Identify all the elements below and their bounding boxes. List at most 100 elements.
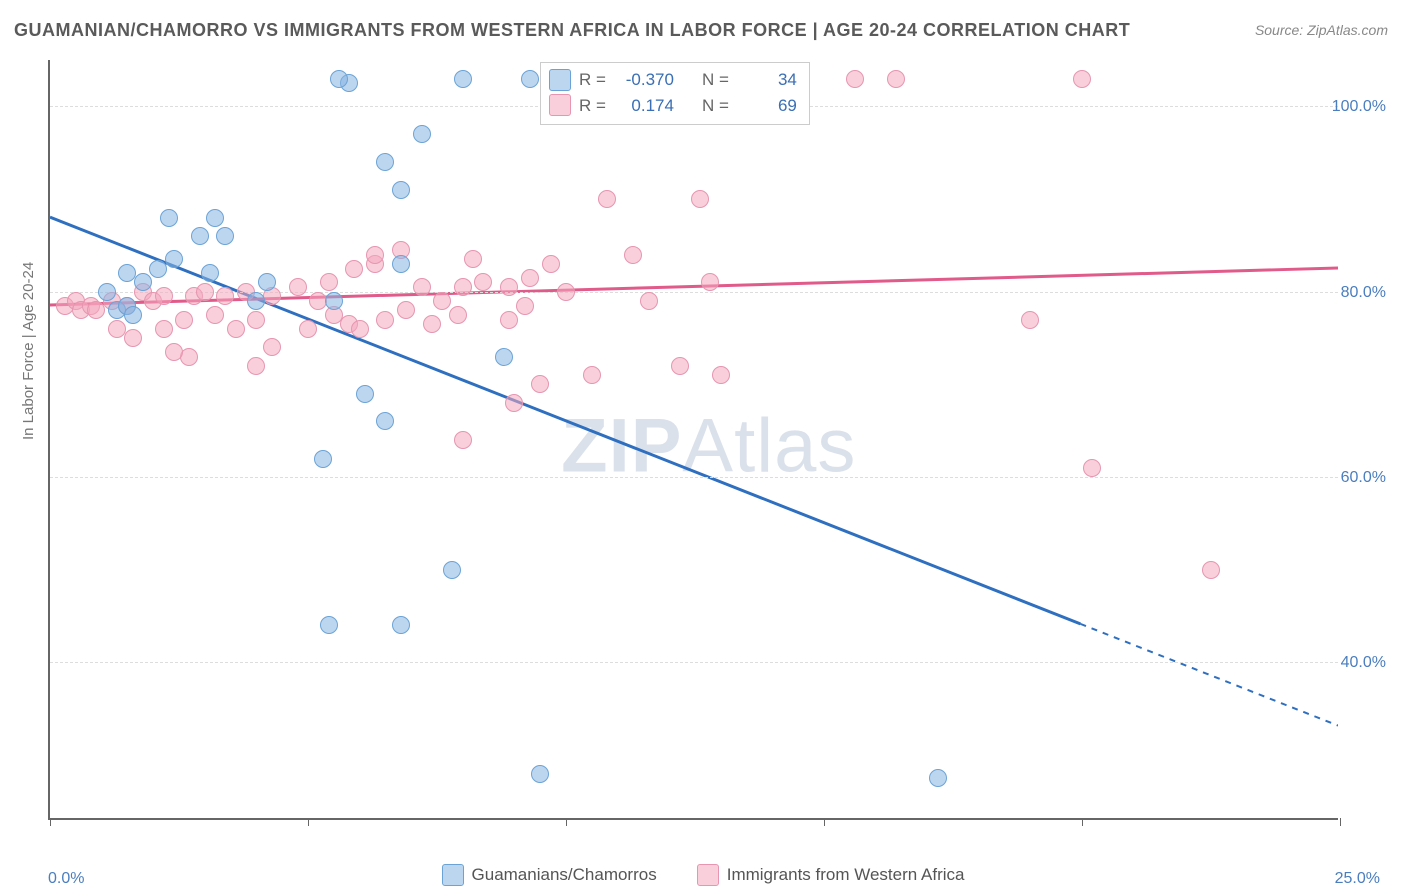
- swatch-pink-icon: [697, 864, 719, 886]
- scatter-point-series-b: [433, 292, 451, 310]
- scatter-point-series-b: [449, 306, 467, 324]
- scatter-point-series-b: [247, 311, 265, 329]
- scatter-point-series-b: [516, 297, 534, 315]
- scatter-point-series-b: [598, 190, 616, 208]
- scatter-plot-area: ZIPAtlas: [48, 60, 1338, 820]
- scatter-point-series-a: [531, 765, 549, 783]
- scatter-point-series-b: [671, 357, 689, 375]
- r-label: R =: [579, 93, 606, 119]
- scatter-point-series-b: [887, 70, 905, 88]
- y-axis-tick-label: 60.0%: [1341, 469, 1386, 487]
- scatter-point-series-a: [392, 616, 410, 634]
- scatter-point-series-b: [454, 278, 472, 296]
- scatter-point-series-b: [423, 315, 441, 333]
- scatter-point-series-a: [134, 273, 152, 291]
- scatter-point-series-b: [1073, 70, 1091, 88]
- scatter-point-series-a: [413, 125, 431, 143]
- r-label: R =: [579, 67, 606, 93]
- trend-lines-layer: [50, 60, 1338, 818]
- scatter-point-series-b: [320, 273, 338, 291]
- scatter-point-series-a: [356, 385, 374, 403]
- scatter-point-series-b: [1083, 459, 1101, 477]
- scatter-point-series-a: [376, 412, 394, 430]
- scatter-point-series-b: [124, 329, 142, 347]
- scatter-point-series-a: [521, 70, 539, 88]
- scatter-point-series-a: [454, 70, 472, 88]
- scatter-point-series-a: [320, 616, 338, 634]
- r-value-a: -0.370: [614, 67, 674, 93]
- legend-label-b: Immigrants from Western Africa: [727, 865, 965, 885]
- scatter-point-series-a: [325, 292, 343, 310]
- scatter-point-series-b: [299, 320, 317, 338]
- scatter-point-series-b: [701, 273, 719, 291]
- scatter-point-series-a: [330, 70, 348, 88]
- legend-label-a: Guamanians/Chamorros: [472, 865, 657, 885]
- scatter-point-series-b: [155, 320, 173, 338]
- scatter-point-series-b: [247, 357, 265, 375]
- scatter-point-series-b: [206, 306, 224, 324]
- scatter-point-series-b: [624, 246, 642, 264]
- n-label: N =: [702, 93, 729, 119]
- scatter-point-series-b: [521, 269, 539, 287]
- scatter-point-series-b: [196, 283, 214, 301]
- scatter-point-series-b: [464, 250, 482, 268]
- scatter-point-series-a: [216, 227, 234, 245]
- scatter-point-series-a: [392, 181, 410, 199]
- gridline-h: [50, 477, 1338, 478]
- scatter-point-series-b: [1202, 561, 1220, 579]
- scatter-point-series-a: [191, 227, 209, 245]
- scatter-point-series-a: [258, 273, 276, 291]
- scatter-point-series-b: [500, 311, 518, 329]
- scatter-point-series-a: [929, 769, 947, 787]
- scatter-point-series-b: [583, 366, 601, 384]
- scatter-point-series-a: [98, 283, 116, 301]
- y-axis-tick-label: 40.0%: [1341, 654, 1386, 672]
- stats-row-series-a: R = -0.370 N = 34: [549, 67, 797, 93]
- scatter-point-series-b: [846, 70, 864, 88]
- scatter-point-series-a: [160, 209, 178, 227]
- scatter-point-series-b: [712, 366, 730, 384]
- scatter-point-series-b: [640, 292, 658, 310]
- x-axis-tick: [824, 818, 825, 826]
- swatch-blue-icon: [442, 864, 464, 886]
- scatter-point-series-a: [443, 561, 461, 579]
- scatter-point-series-b: [351, 320, 369, 338]
- scatter-point-series-b: [175, 311, 193, 329]
- scatter-point-series-b: [474, 273, 492, 291]
- legend-item-a: Guamanians/Chamorros: [442, 864, 657, 886]
- scatter-point-series-b: [531, 375, 549, 393]
- scatter-point-series-a: [206, 209, 224, 227]
- scatter-point-series-b: [454, 431, 472, 449]
- scatter-point-series-a: [201, 264, 219, 282]
- scatter-point-series-b: [376, 311, 394, 329]
- scatter-point-series-b: [542, 255, 560, 273]
- x-axis-tick: [308, 818, 309, 826]
- scatter-point-series-b: [500, 278, 518, 296]
- scatter-point-series-b: [216, 287, 234, 305]
- scatter-point-series-a: [314, 450, 332, 468]
- scatter-point-series-a: [124, 306, 142, 324]
- scatter-point-series-a: [376, 153, 394, 171]
- source-attribution: Source: ZipAtlas.com: [1255, 22, 1388, 38]
- scatter-point-series-a: [392, 255, 410, 273]
- scatter-point-series-b: [227, 320, 245, 338]
- scatter-point-series-b: [289, 278, 307, 296]
- x-axis-tick: [50, 818, 51, 826]
- r-value-b: 0.174: [614, 93, 674, 119]
- scatter-point-series-b: [397, 301, 415, 319]
- swatch-pink-icon: [549, 94, 571, 116]
- x-axis-tick: [566, 818, 567, 826]
- legend: Guamanians/Chamorros Immigrants from Wes…: [0, 864, 1406, 886]
- x-axis-tick: [1082, 818, 1083, 826]
- scatter-point-series-b: [263, 338, 281, 356]
- scatter-point-series-b: [366, 246, 384, 264]
- stats-row-series-b: R = 0.174 N = 69: [549, 93, 797, 119]
- scatter-point-series-b: [557, 283, 575, 301]
- scatter-point-series-b: [413, 278, 431, 296]
- correlation-stats-box: R = -0.370 N = 34 R = 0.174 N = 69: [540, 62, 810, 125]
- scatter-point-series-b: [165, 343, 183, 361]
- y-axis-tick-label: 80.0%: [1341, 284, 1386, 302]
- y-axis-tick-label: 100.0%: [1332, 98, 1386, 116]
- n-value-b: 69: [737, 93, 797, 119]
- scatter-point-series-b: [155, 287, 173, 305]
